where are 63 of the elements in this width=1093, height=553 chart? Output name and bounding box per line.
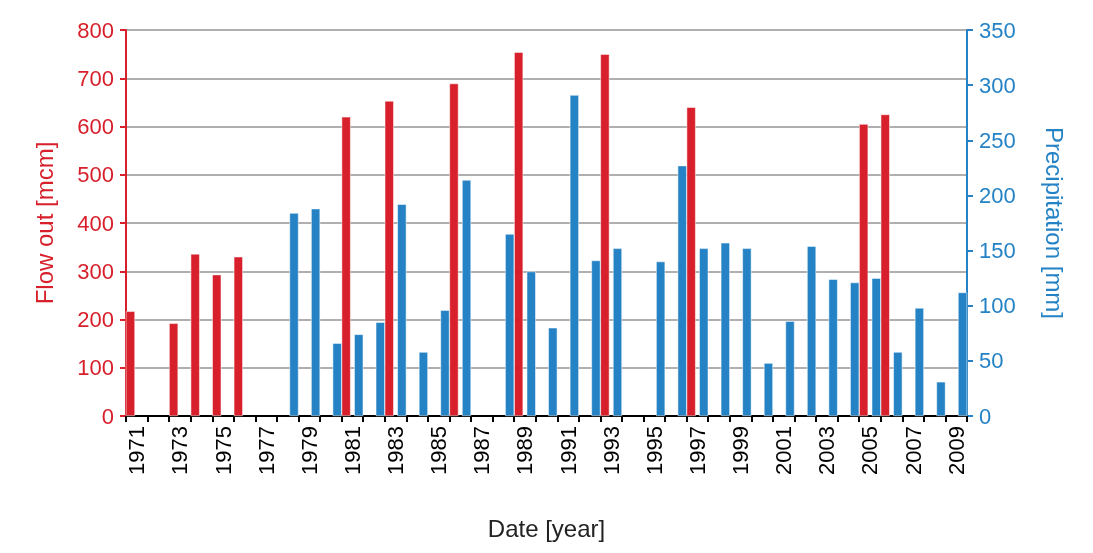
bar [397, 204, 407, 416]
x-tick-label: 2003 [814, 426, 840, 475]
y2-tick-label: 250 [979, 127, 1016, 153]
bar [548, 327, 558, 416]
y-tick-label: 700 [77, 65, 114, 91]
x-tick-label: 2009 [943, 426, 969, 475]
y2-tick-label: 0 [979, 403, 992, 429]
bar [418, 352, 428, 416]
y2-tick-label: 100 [979, 293, 1016, 319]
bar [354, 334, 364, 416]
y2-tick-label: 50 [979, 348, 1004, 374]
y-tick-label: 400 [77, 210, 114, 236]
bar [893, 352, 903, 416]
bar [807, 246, 817, 416]
y-tick-label: 200 [77, 307, 114, 332]
x-tick-label: 1999 [728, 426, 754, 475]
x-tick-label: 1981 [339, 426, 365, 475]
x-tick-label: 1989 [512, 426, 538, 475]
bar [936, 381, 946, 416]
bar [289, 213, 299, 416]
bar [720, 242, 730, 416]
x-axis-title: Date [year] [487, 514, 606, 542]
x-tick-label: 1997 [684, 426, 710, 475]
x-tick-label: 1983 [383, 426, 409, 475]
y2-tick-label: 150 [979, 238, 1016, 264]
bar [190, 253, 200, 416]
bar [742, 248, 752, 416]
bar [233, 256, 243, 416]
x-tick-label: 2007 [900, 426, 926, 475]
bar [462, 179, 472, 416]
x-tick-label: 1995 [641, 426, 667, 475]
x-tick-label: 1977 [253, 426, 279, 475]
x-tick-label: 2001 [771, 426, 797, 475]
bar [212, 274, 222, 416]
x-tick-label: 2005 [857, 426, 883, 475]
y-axis-title: Flow out [mcm] [30, 141, 58, 305]
y-tick-label: 800 [77, 17, 114, 43]
bar [699, 248, 709, 416]
x-tick-label: 1971 [124, 426, 150, 475]
bar [169, 323, 179, 416]
y-tick-label: 600 [77, 114, 114, 139]
y2-tick-label: 350 [979, 17, 1016, 43]
x-tick-label: 1979 [296, 426, 322, 475]
bar [656, 261, 666, 416]
x-tick-label: 1975 [210, 426, 236, 475]
y-tick-label: 500 [77, 162, 114, 188]
y2-tick-label: 300 [979, 72, 1016, 98]
x-tick-label: 1973 [167, 426, 193, 475]
y-tick-label: 0 [101, 403, 114, 429]
y-tick-label: 300 [77, 258, 114, 284]
y2-axis-title: Precipitation [mm] [1040, 126, 1068, 320]
x-tick-label: 1993 [598, 426, 624, 475]
y-tick-label: 100 [77, 355, 114, 381]
y2-tick-label: 200 [979, 182, 1016, 208]
bar [763, 363, 773, 416]
bar [569, 95, 579, 416]
x-tick-label: 1987 [469, 426, 495, 475]
bar [914, 307, 924, 416]
bar [311, 208, 321, 416]
x-tick-label: 1991 [555, 426, 581, 475]
x-tick-label: 1985 [426, 426, 452, 475]
bar [828, 279, 838, 416]
bar [785, 321, 795, 416]
